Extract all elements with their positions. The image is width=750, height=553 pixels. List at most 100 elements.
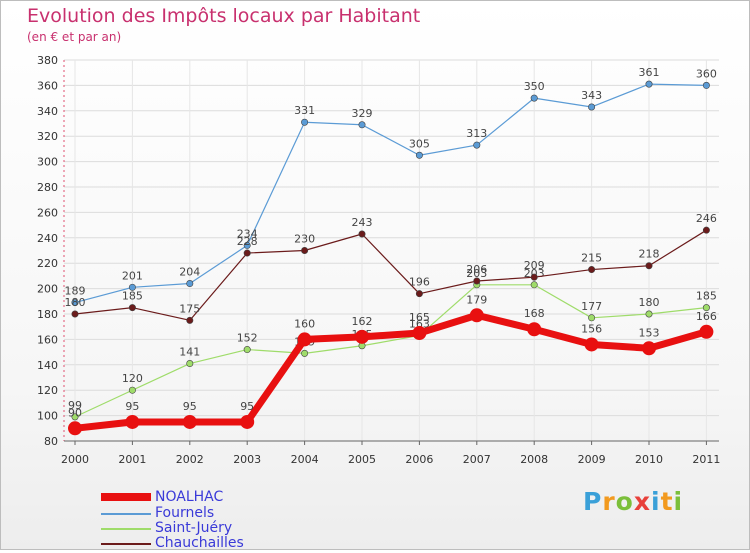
data-label-noalhac-2009: 156 [581,322,602,335]
data-label-chauchailles-2003: 228 [237,235,258,248]
data-label-saint-ju-ry-2003: 152 [237,332,258,345]
data-label-noalhac-2002: 95 [183,400,197,413]
data-label-saint-ju-ry-2010: 180 [639,296,660,309]
y-tick-label-120: 120 [37,384,58,397]
data-label-fournels-2006: 305 [409,137,430,150]
data-label-noalhac-2001: 95 [125,400,139,413]
data-label-fournels-2004: 331 [294,104,315,117]
x-tick-label-2005: 2005 [348,453,376,466]
point-chauchailles-2011 [702,226,710,234]
chart-title: Evolution des Impôts locaux par Habitant [27,5,421,27]
x-tick-label-2002: 2002 [176,453,204,466]
point-fournels-2004 [301,118,309,126]
data-label-saint-ju-ry-2006: 163 [409,318,430,331]
point-fournels-2003 [243,241,251,249]
point-saint-ju-ry-2010 [645,310,653,318]
point-noalhac-2010 [642,341,656,356]
point-fournels-2001 [128,283,136,291]
point-fournels-2000 [71,299,79,307]
y-tick-label-260: 260 [37,206,58,219]
logo-letter: x [633,487,651,516]
proxiti-logo: Proxiti [583,487,683,516]
point-fournels-2008 [530,94,538,102]
data-label-noalhac-2008: 168 [524,307,545,320]
point-chauchailles-2008 [530,273,538,281]
data-label-noalhac-2011: 166 [696,310,717,323]
data-label-saint-ju-ry-2011: 185 [696,290,717,303]
point-chauchailles-2000 [71,310,79,318]
data-label-fournels-2000: 189 [65,285,86,298]
point-chauchailles-2005 [358,230,366,238]
data-label-chauchailles-2009: 215 [581,252,602,265]
data-label-saint-ju-ry-2002: 141 [179,346,200,359]
point-fournels-2006 [415,151,423,159]
data-label-noalhac-2004: 160 [294,317,315,330]
point-fournels-2010 [645,80,653,88]
data-label-chauchailles-2006: 196 [409,276,430,289]
data-label-noalhac-2003: 95 [240,400,254,413]
data-label-chauchailles-2011: 246 [696,212,717,225]
logo-letter: i [651,487,661,516]
logo-letter: r [602,487,616,516]
data-label-chauchailles-2008: 209 [524,259,545,272]
point-noalhac-2001 [125,414,140,429]
legend-swatch-saint-juery [101,528,151,530]
series-line-saint-ju-ry [74,284,707,418]
point-saint-ju-ry-2008 [530,281,538,289]
logo-letter: P [583,487,603,516]
point-fournels-2007 [473,141,481,149]
data-label-noalhac-2010: 153 [639,326,660,339]
data-label-fournels-2003: 234 [237,227,258,240]
y-tick-label-80: 80 [44,435,58,448]
x-tick-label-2010: 2010 [635,453,663,466]
point-noalhac-2002 [182,414,197,429]
y-tick-label-360: 360 [37,79,58,92]
data-label-fournels-2008: 350 [524,80,545,93]
data-label-saint-ju-ry-2001: 120 [122,372,143,385]
data-label-fournels-2009: 343 [581,89,602,102]
y-tick-label-240: 240 [37,232,58,245]
y-tick-label-340: 340 [37,105,58,118]
logo-letter: i [673,487,684,516]
data-label-fournels-2010: 361 [639,66,660,79]
legend-label-saint-juery: Saint-Juéry [155,520,233,536]
data-label-noalhac-2000: 90 [68,406,82,419]
point-saint-ju-ry-2009 [588,314,596,322]
point-chauchailles-2004 [301,247,309,255]
data-label-noalhac-2006: 165 [409,311,430,324]
data-label-saint-ju-ry-2007: 203 [466,267,487,280]
point-noalhac-2003 [240,414,255,429]
legend-swatch-fournels [101,513,151,515]
point-saint-ju-ry-2001 [128,386,136,394]
data-label-chauchailles-2000: 180 [65,296,86,309]
point-noalhac-2011 [699,324,714,339]
data-label-fournels-2005: 329 [352,107,373,120]
data-label-chauchailles-2010: 218 [639,248,660,261]
y-tick-label-100: 100 [37,410,58,423]
data-label-fournels-2011: 360 [696,67,717,80]
data-label-noalhac-2007: 179 [466,293,487,306]
y-tick-label-160: 160 [37,333,58,346]
data-label-fournels-2001: 201 [122,269,143,282]
y-tick-label-200: 200 [37,283,58,296]
series-line-chauchailles [74,229,707,321]
point-fournels-2002 [186,280,194,288]
point-fournels-2005 [358,121,366,129]
point-chauchailles-2010 [645,262,653,270]
point-noalhac-2008 [527,322,542,337]
data-label-chauchailles-2004: 230 [294,233,315,246]
logo-letter: o [615,487,634,516]
y-tick-label-280: 280 [37,181,58,194]
x-tick-label-2001: 2001 [118,453,146,466]
point-saint-ju-ry-2002 [186,360,194,368]
y-tick-label-140: 140 [37,359,58,372]
series-line-noalhac [74,311,708,432]
data-label-chauchailles-2001: 185 [122,290,143,303]
series-line-fournels [74,83,707,304]
logo-letter: t [660,487,674,516]
chart-subtitle: (en € et par an) [27,30,122,44]
legend-label-noalhac: NOALHAC [155,489,224,505]
point-saint-ju-ry-2004 [301,349,309,357]
